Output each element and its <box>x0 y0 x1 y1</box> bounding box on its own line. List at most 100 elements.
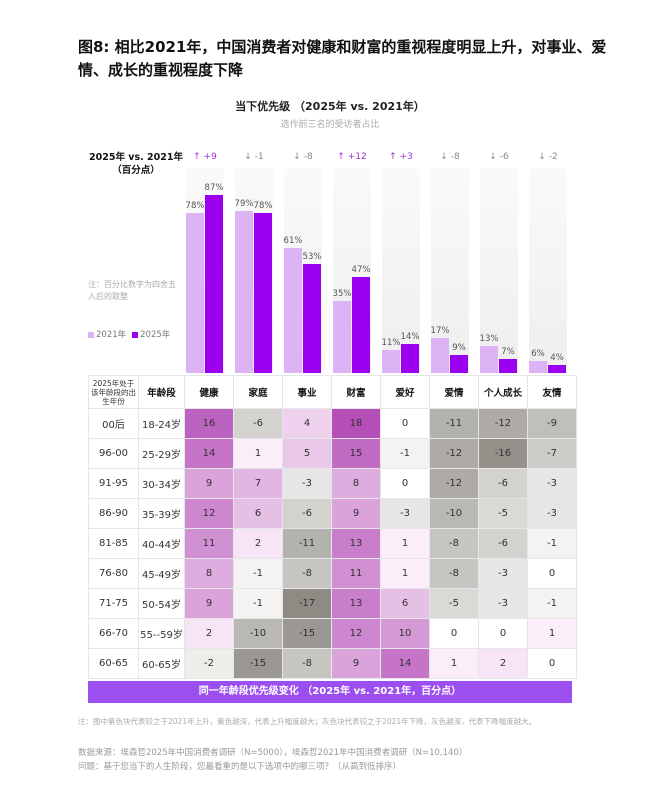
birth-year-cell: 71-75 <box>88 588 139 619</box>
bar-2025 <box>254 213 272 373</box>
heatmap-cell: 9 <box>331 648 381 679</box>
age-group-cell: 18-24岁 <box>138 408 185 439</box>
bar-value-label: 78% <box>253 201 273 211</box>
bar-2021 <box>480 346 498 373</box>
birth-year-cell: 00后 <box>88 408 139 439</box>
bar-value-label: 14% <box>400 332 420 342</box>
heatmap-row: 00后 18-24岁 16 -6 4 18 0 -11 -12 -9 <box>88 408 577 439</box>
heatmap-cell: 0 <box>527 648 577 679</box>
heatmap-cell: -3 <box>478 558 528 589</box>
heatmap-cell: 12 <box>331 618 381 649</box>
heatmap-cell: 11 <box>184 528 234 559</box>
age-group-cell: 25-29岁 <box>138 438 185 469</box>
delta-label: ↓ -6 <box>489 152 509 162</box>
heatmap-cell: -1 <box>233 588 283 619</box>
heatmap-cell: -6 <box>282 498 332 529</box>
heatmap-cell: -8 <box>282 648 332 679</box>
heatmap-cell: 1 <box>380 558 430 589</box>
heatmap-cell: 2 <box>184 618 234 649</box>
delta-header: 2025年 vs. 2021年 （百分点） <box>88 151 184 177</box>
chart-subtitle: 选作前三名的受访者占比 <box>280 120 380 130</box>
heatmap-cell: -15 <box>282 618 332 649</box>
age-group-cell: 35-39岁 <box>138 498 185 529</box>
birth-year-cell: 91-95 <box>88 468 139 499</box>
bar-2025 <box>303 264 321 373</box>
rounding-note: 注：百分比数字为四舍五入后的取整 <box>88 280 176 301</box>
heatmap-column-header: 健康 <box>184 375 234 409</box>
heatmap-column-header: 个人成长 <box>478 375 528 409</box>
heatmap-cell: -3 <box>282 468 332 499</box>
heatmap-cell: 4 <box>282 408 332 439</box>
age-group-cell: 55--59岁 <box>138 618 185 649</box>
heatmap-cell: -2 <box>184 648 234 679</box>
legend: 2021年 2025年 <box>88 328 170 340</box>
age-group-cell: 60-65岁 <box>138 648 185 679</box>
heatmap-cell: -3 <box>527 468 577 499</box>
heatmap-cell: -3 <box>380 498 430 529</box>
birth-year-cell: 60-65 <box>88 648 139 679</box>
data-source: 数据来源：埃森哲2025年中国消费者调研（N=5000），埃森哲2021年中国消… <box>78 748 468 758</box>
bar-value-label: 7% <box>501 347 515 357</box>
heatmap-cell: 6 <box>233 498 283 529</box>
heatmap-column-header: 爱情 <box>429 375 479 409</box>
heatmap-cell: 9 <box>184 588 234 619</box>
delta-label: ↓ -2 <box>538 152 558 162</box>
heatmap-column-header: 事业 <box>282 375 332 409</box>
heatmap-row: 91-95 30-34岁 9 7 -3 8 0 -12 -6 -3 <box>88 468 577 499</box>
heatmap-cell: 14 <box>184 438 234 469</box>
heatmap-cell: 6 <box>380 588 430 619</box>
heatmap-cell: 7 <box>233 468 283 499</box>
heatmap-cell: 13 <box>331 528 381 559</box>
chart-title: 当下优先级 （2025年 vs. 2021年） <box>235 100 425 113</box>
heatmap-cell: -6 <box>478 528 528 559</box>
heatmap-cell: 0 <box>478 618 528 649</box>
bar-value-label: 53% <box>302 252 322 262</box>
birth-year-cell: 76-80 <box>88 558 139 589</box>
age-group-header: 年龄段 <box>138 375 185 409</box>
heatmap-cell: -5 <box>478 498 528 529</box>
heatmap-cell: -10 <box>429 498 479 529</box>
birth-year-cell: 66-70 <box>88 618 139 649</box>
bar-value-label: 17% <box>430 326 450 336</box>
bar-2025 <box>205 195 223 373</box>
heatmap-cell: 2 <box>478 648 528 679</box>
bar-2025 <box>548 365 566 373</box>
survey-question: 问题：基于您当下的人生阶段，您最看重的是以下选项中的哪三项？（从高到低排序） <box>78 762 402 772</box>
legend-swatch-2021 <box>88 331 94 338</box>
heatmap-cell: 14 <box>380 648 430 679</box>
heatmap-cell: 16 <box>184 408 234 439</box>
heatmap-cell: -7 <box>527 438 577 469</box>
heatmap-column-header: 友情 <box>527 375 577 409</box>
heatmap-cell: -1 <box>527 528 577 559</box>
heatmap-cell: -8 <box>429 528 479 559</box>
heatmap-cell: -8 <box>282 558 332 589</box>
bar-value-label: 47% <box>351 265 371 275</box>
heatmap-cell: -8 <box>429 558 479 589</box>
heatmap-cell: 2 <box>233 528 283 559</box>
legend-item-2021: 2021年 <box>88 328 126 340</box>
heatmap-caption: 同一年龄段优先级变化 （2025年 vs. 2021年，百分点） <box>88 681 572 703</box>
heatmap-cell: 8 <box>331 468 381 499</box>
heatmap-cell: 9 <box>331 498 381 529</box>
delta-label: ↑ +12 <box>337 152 367 162</box>
heatmap-cell: -17 <box>282 588 332 619</box>
heatmap-cell: 12 <box>184 498 234 529</box>
heatmap-cell: -16 <box>478 438 528 469</box>
heatmap-cell: -6 <box>478 468 528 499</box>
heatmap-cell: 8 <box>184 558 234 589</box>
bar-2021 <box>382 350 400 373</box>
legend-swatch-2025 <box>132 331 139 338</box>
heatmap-cell: 1 <box>380 528 430 559</box>
bar-value-label: 78% <box>185 201 205 211</box>
age-group-cell: 50-54岁 <box>138 588 185 619</box>
delta-label: ↑ +9 <box>193 152 217 162</box>
delta-label: ↓ -1 <box>244 152 264 162</box>
heatmap-cell: 1 <box>429 648 479 679</box>
heatmap-cell: -3 <box>478 588 528 619</box>
heatmap-cell: -11 <box>429 408 479 439</box>
heatmap-cell: 9 <box>184 468 234 499</box>
heatmap-cell: -15 <box>233 648 283 679</box>
heatmap-row: 60-65 60-65岁 -2 -15 -8 9 14 1 2 0 <box>88 648 577 679</box>
bar-2021 <box>529 361 547 373</box>
heatmap-row: 66-70 55--59岁 2 -10 -15 12 10 0 0 1 <box>88 618 577 649</box>
